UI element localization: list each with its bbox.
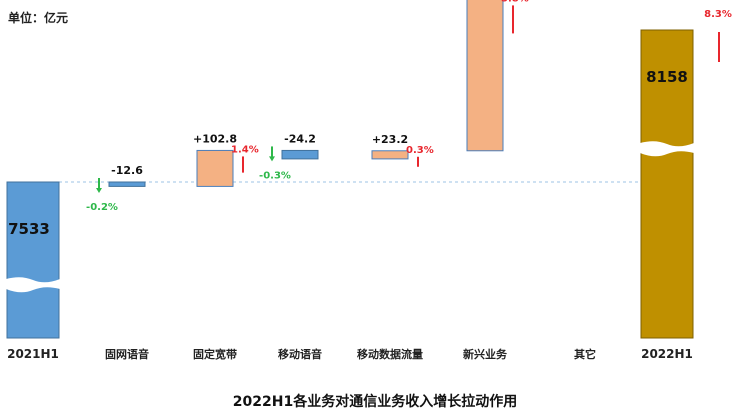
unit-label: 单位：亿元 [8, 11, 69, 25]
bar-change [108, 181, 146, 187]
value-label: -12.6 [111, 164, 143, 177]
bar-2021h1 [6, 181, 60, 339]
pct-label: -0.2% [86, 202, 118, 213]
pct-marker-arrow [269, 156, 275, 162]
pct-label: 5.8% [501, 0, 529, 4]
chart-caption: 2022H1各业务对通信业务收入增长拉动作用 [232, 394, 518, 410]
pct-marker-arrow [96, 188, 102, 193]
value-label-2021h1: 7533 [8, 220, 50, 238]
pct-label: -0.3% [259, 170, 291, 181]
category-label: 2022H1 [641, 347, 693, 361]
category-label: 2021H1 [7, 347, 59, 361]
category-label: 固定宽带 [193, 347, 237, 361]
bar-change [371, 150, 409, 160]
category-label: 移动数据流量 [357, 347, 423, 361]
axis-break-start [6, 277, 60, 293]
category-label: 其它 [574, 347, 596, 361]
category-label: 移动语音 [278, 347, 322, 361]
category-label: 固网语音 [105, 347, 149, 361]
bar-2022h1 [640, 29, 694, 339]
value-label: +23.2 [372, 133, 408, 146]
bar-change [281, 149, 319, 160]
bar-change [466, 0, 504, 152]
value-label-2022h1: 8158 [646, 68, 688, 86]
value-label: +102.8 [193, 132, 237, 145]
bar-change [196, 149, 234, 187]
value-label: -24.2 [284, 132, 316, 145]
pct-label: 1.4% [231, 144, 259, 155]
axis-break-end [640, 141, 694, 157]
total-pct-label: 8.3% [704, 9, 732, 20]
pct-label: 0.3% [406, 145, 434, 156]
category-label: 新兴业务 [463, 347, 508, 361]
